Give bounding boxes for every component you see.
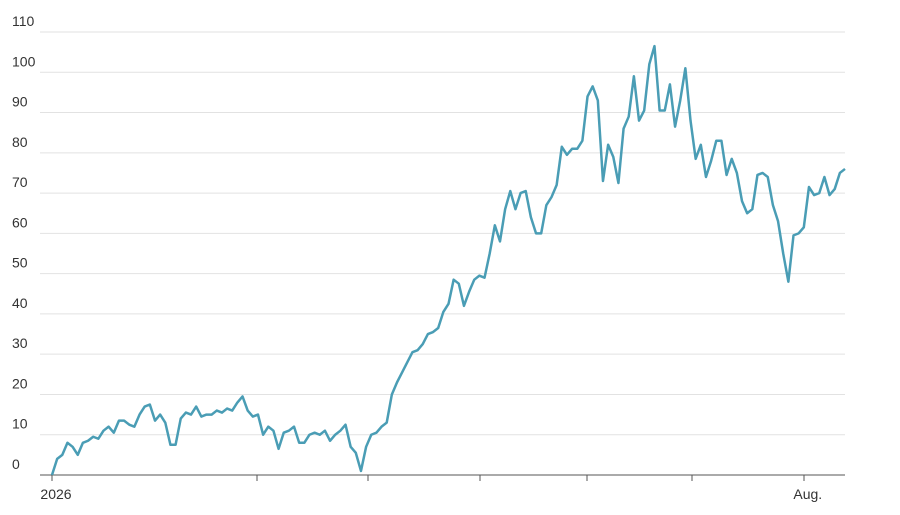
y-tick-label: 0 — [12, 456, 20, 472]
y-tick-label: 100 — [12, 53, 36, 69]
y-tick-label: 70 — [12, 174, 28, 190]
y-tick-label: 40 — [12, 295, 28, 311]
x-tick-label: 2026 — [40, 486, 71, 502]
y-tick-label: 60 — [12, 214, 28, 230]
y-tick-label: 50 — [12, 255, 28, 271]
series-line — [50, 44, 846, 476]
y-tick-label: 80 — [12, 134, 28, 150]
x-tick-label: Aug. — [793, 486, 822, 502]
y-tick-label: 10 — [12, 416, 28, 432]
y-tick-label: 20 — [12, 375, 28, 391]
month-ticks — [51, 475, 805, 481]
y-tick-label: 110 — [12, 13, 35, 29]
y-tick-label: 30 — [12, 335, 28, 351]
y-tick-label: 90 — [12, 94, 28, 110]
